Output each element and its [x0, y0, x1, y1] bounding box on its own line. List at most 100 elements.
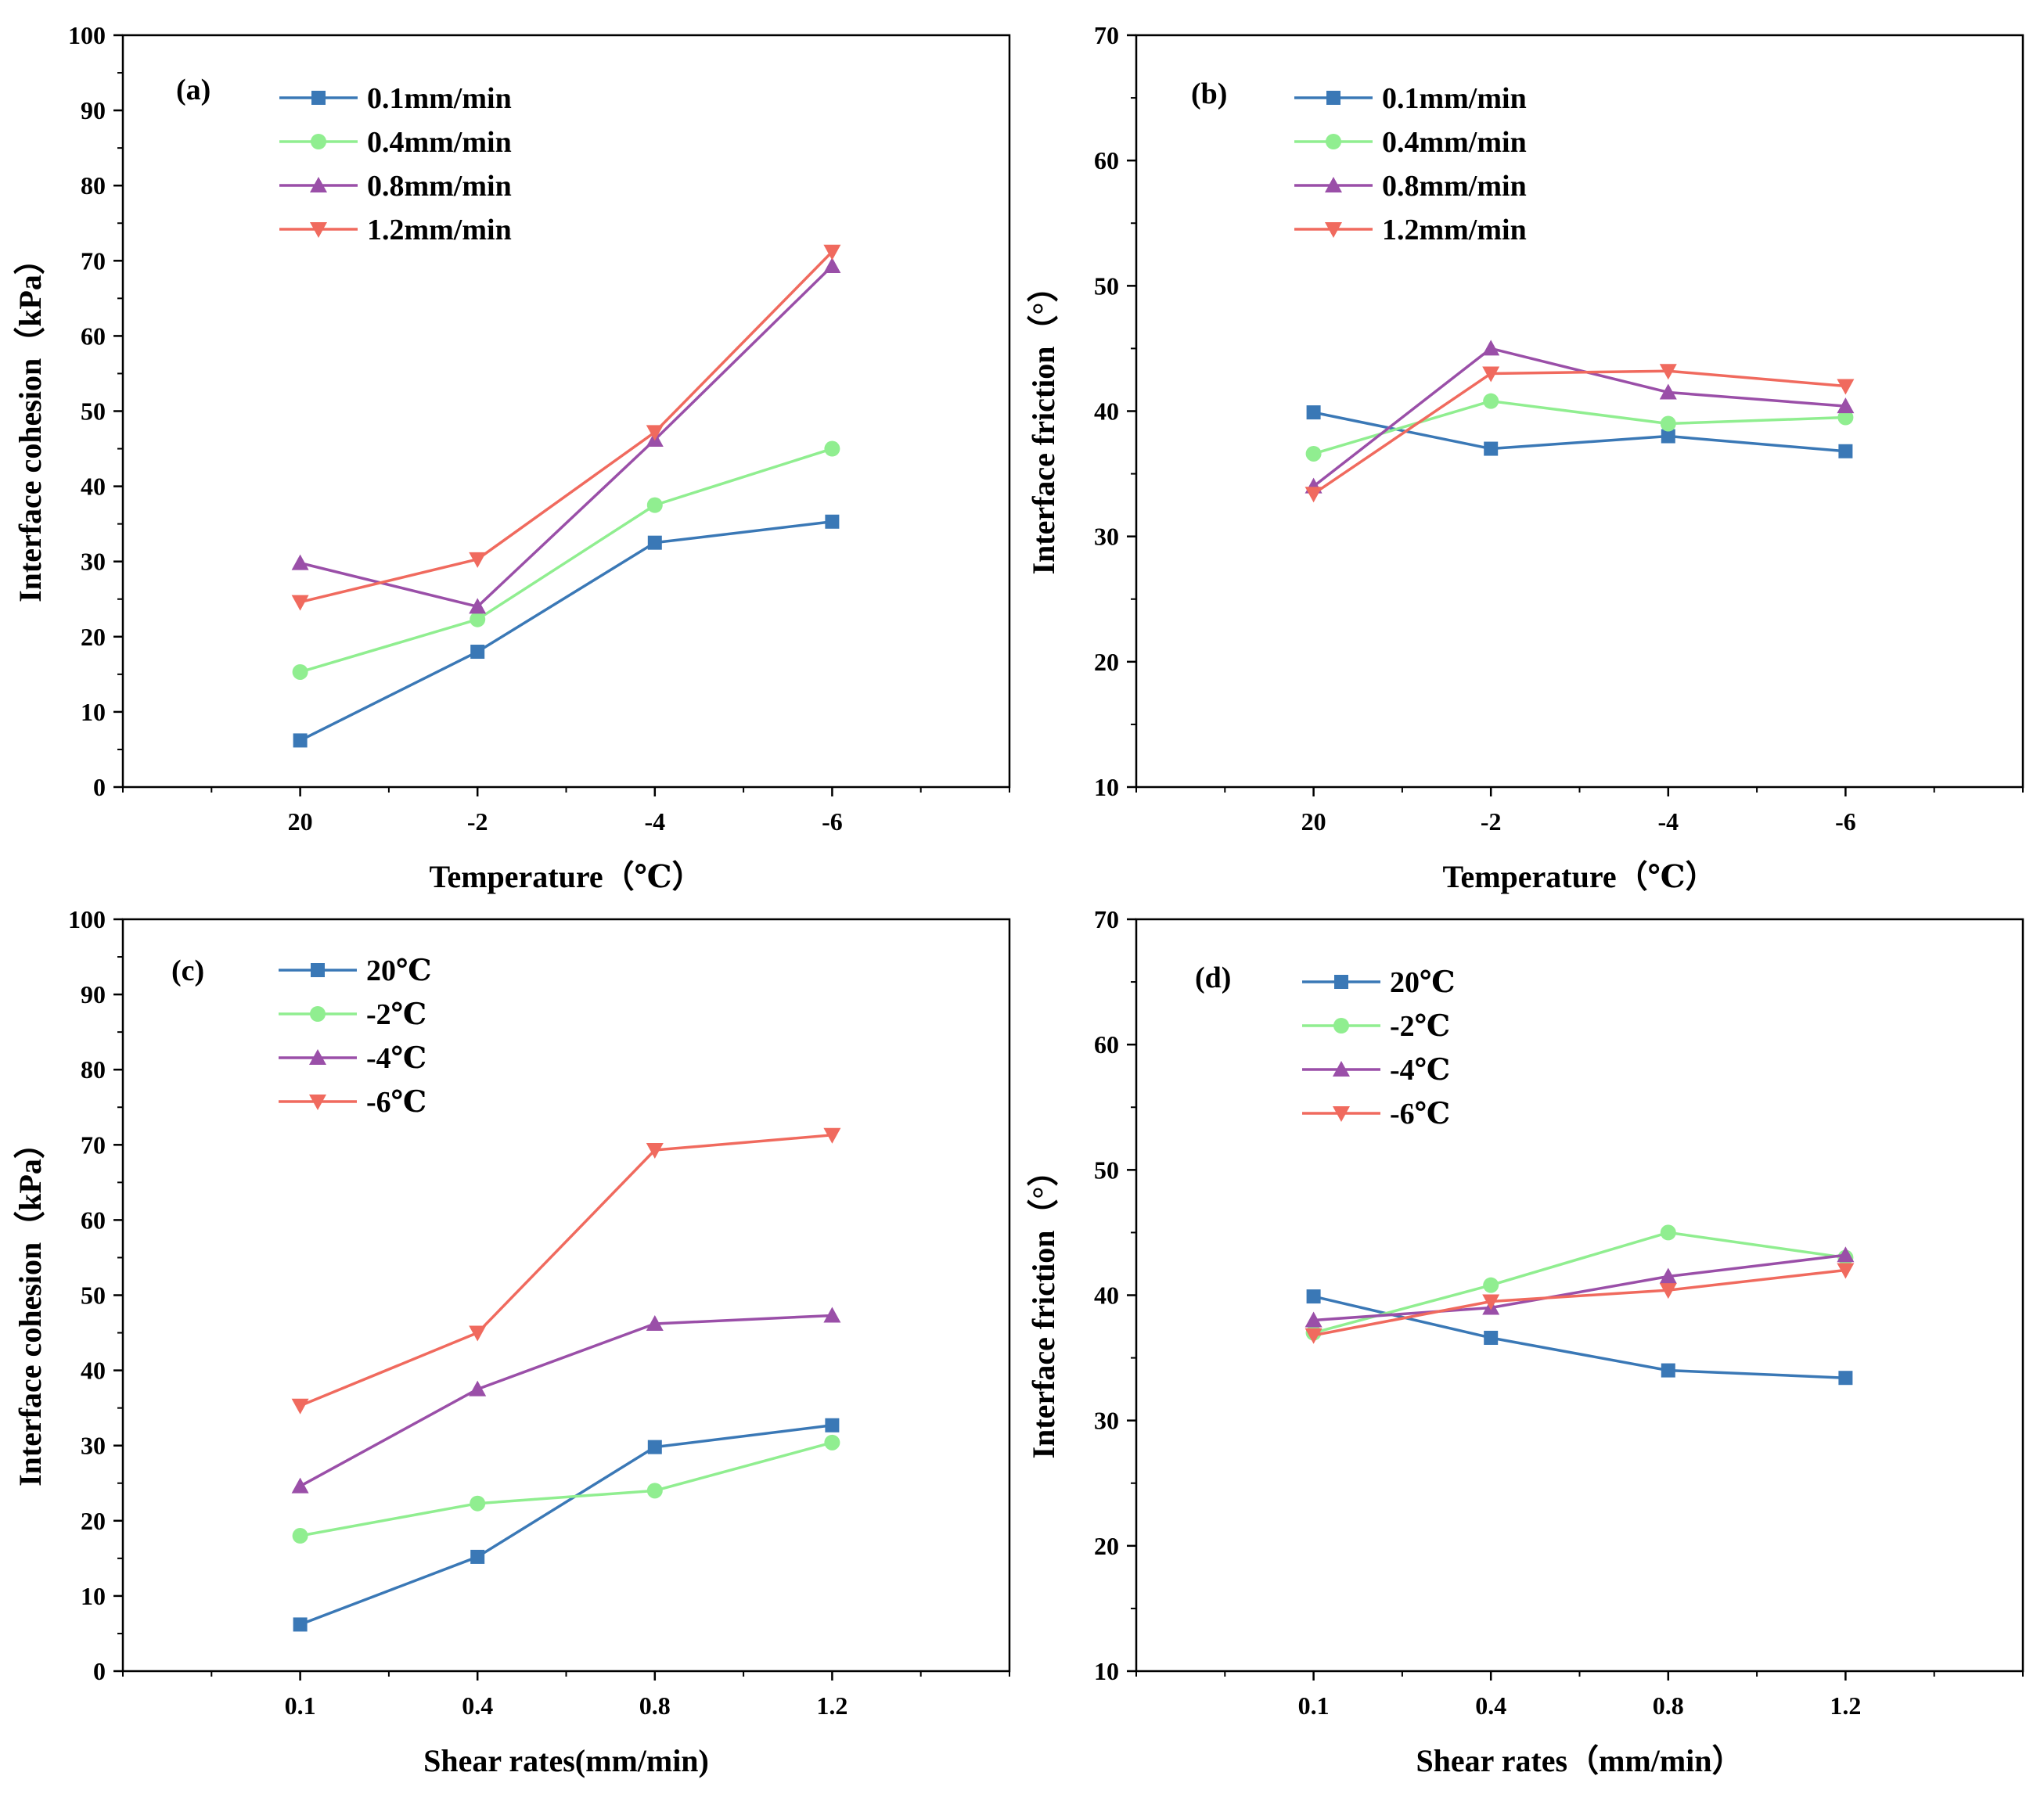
data-point	[647, 1440, 662, 1454]
legend-marker	[310, 177, 327, 192]
y-tick-label: 30	[81, 1432, 106, 1460]
y-tick-label: 90	[81, 96, 106, 124]
x-tick-label: 0.1	[1298, 1691, 1330, 1720]
x-tick-label: 20	[1301, 807, 1326, 836]
data-point	[1304, 1328, 1322, 1344]
series-line-1	[299, 520, 833, 742]
legend-entry-label: 0.8mm/min	[367, 170, 512, 203]
panel-label: (d)	[1195, 962, 1231, 994]
y-axis-title: Interface cohesion（kPa）	[13, 1127, 48, 1486]
data-point	[1304, 487, 1322, 503]
data-point	[469, 1325, 487, 1342]
y-tick-label: 40	[81, 1357, 106, 1385]
legend-entry-label: 0.1mm/min	[1382, 82, 1527, 115]
legend-marker	[311, 91, 326, 105]
data-point	[646, 1483, 663, 1499]
data-point	[646, 1315, 664, 1332]
series-line-2	[1313, 1231, 1846, 1335]
legend-entry-label: 1.2mm/min	[367, 214, 512, 246]
data-point	[469, 598, 487, 614]
data-point	[1659, 383, 1677, 400]
x-axis-title: Shear rates（mm/min）	[1416, 1743, 1743, 1778]
data-point	[1660, 1224, 1676, 1241]
y-tick-label: 20	[81, 1507, 106, 1535]
data-point	[823, 1307, 841, 1323]
y-axis-title: Interface friction（°）	[1026, 271, 1061, 574]
legend-marker	[309, 1049, 326, 1065]
x-tick-label: -2	[1481, 807, 1502, 836]
legend-marker	[1333, 1018, 1349, 1034]
chart-panel-d: 10 20 30 40 50 60 70 0.1 0.4 0.8 1.2 Shear rates（mm…	[1026, 905, 2024, 1778]
y-tick-label: 30	[1094, 523, 1119, 551]
data-point	[1482, 366, 1500, 383]
y-tick-label: 60	[1094, 146, 1119, 174]
data-point	[291, 1477, 309, 1494]
data-point	[825, 514, 840, 529]
y-tick-label: 40	[81, 473, 106, 501]
legend-entry-label: -4℃	[366, 1042, 426, 1075]
x-tick-label: 0.4	[462, 1691, 493, 1720]
x-tick-label: -6	[1835, 807, 1856, 836]
legend-entry-label: 0.1mm/min	[367, 82, 512, 115]
legend: 0.1mm/min 0.4mm/min 0.8mm/min 1.2mm/min	[279, 82, 512, 246]
y-tick-label: 40	[1094, 397, 1119, 426]
data-point	[469, 552, 487, 568]
y-tick-label: 70	[81, 1131, 106, 1159]
data-point	[1484, 441, 1499, 456]
legend-entry-label: -4℃	[1390, 1054, 1450, 1087]
series-line-4	[299, 1134, 833, 1407]
data-point	[469, 1380, 487, 1397]
data-point	[1483, 1277, 1499, 1293]
chart-panel-a: 0 10 20 30 40 50 60 70 80 90 100 20 -2 -4 -6 Temperatur…	[13, 21, 1011, 894]
legend-marker	[1334, 975, 1348, 989]
data-point	[291, 595, 309, 611]
y-tick-label: 60	[81, 322, 106, 350]
legend-marker	[1325, 222, 1342, 238]
x-tick-label: 1.2	[1830, 1691, 1861, 1720]
legend-marker	[310, 1006, 326, 1022]
series-line-4	[1312, 369, 1846, 495]
data-point	[1837, 397, 1855, 414]
y-tick-label: 50	[81, 1282, 106, 1310]
legend-marker	[1333, 1061, 1350, 1077]
y-tick-label: 10	[81, 698, 106, 726]
legend: 0.1mm/min 0.4mm/min 0.8mm/min 1.2mm/min	[1294, 82, 1527, 246]
x-tick-label: 0.4	[1475, 1691, 1506, 1720]
legend-entry-label: -6℃	[1390, 1098, 1450, 1131]
series-line-4	[1313, 1268, 1846, 1337]
data-point	[824, 440, 840, 457]
legend-marker	[311, 963, 325, 977]
legend-marker	[1333, 1106, 1350, 1122]
y-tick-label: 70	[1094, 21, 1119, 49]
data-point	[825, 1418, 840, 1433]
y-tick-label: 10	[1094, 773, 1119, 801]
legend-entry-label: 1.2mm/min	[1382, 214, 1527, 246]
legend-entry-label: -6℃	[366, 1086, 426, 1119]
data-point	[1484, 1330, 1499, 1345]
data-point	[823, 1127, 841, 1144]
data-point	[293, 1617, 308, 1632]
y-tick-label: 50	[1094, 1156, 1119, 1184]
data-point	[1661, 429, 1675, 444]
legend-marker	[1325, 177, 1342, 192]
y-tick-label: 0	[93, 1657, 106, 1685]
x-tick-label: -4	[644, 807, 665, 836]
legend: 20℃ -2℃ -4℃ -6℃	[1302, 966, 1456, 1131]
data-point	[647, 535, 662, 550]
y-tick-label: 0	[93, 773, 106, 801]
legend-entry-label: 20℃	[1390, 966, 1456, 999]
y-tick-label: 30	[81, 548, 106, 576]
panel-label: (a)	[176, 74, 211, 106]
legend: 20℃ -2℃ -4℃ -6℃	[279, 954, 432, 1119]
x-tick-label: -2	[467, 807, 488, 836]
legend-entry-label: 0.8mm/min	[1382, 170, 1527, 203]
series-line-2	[300, 447, 833, 674]
y-tick-label: 100	[68, 21, 106, 49]
legend-marker	[1326, 91, 1340, 105]
y-tick-label: 100	[68, 905, 106, 933]
y-tick-label: 50	[81, 397, 106, 426]
x-tick-label: -6	[822, 807, 843, 836]
x-tick-label: 20	[288, 807, 313, 836]
